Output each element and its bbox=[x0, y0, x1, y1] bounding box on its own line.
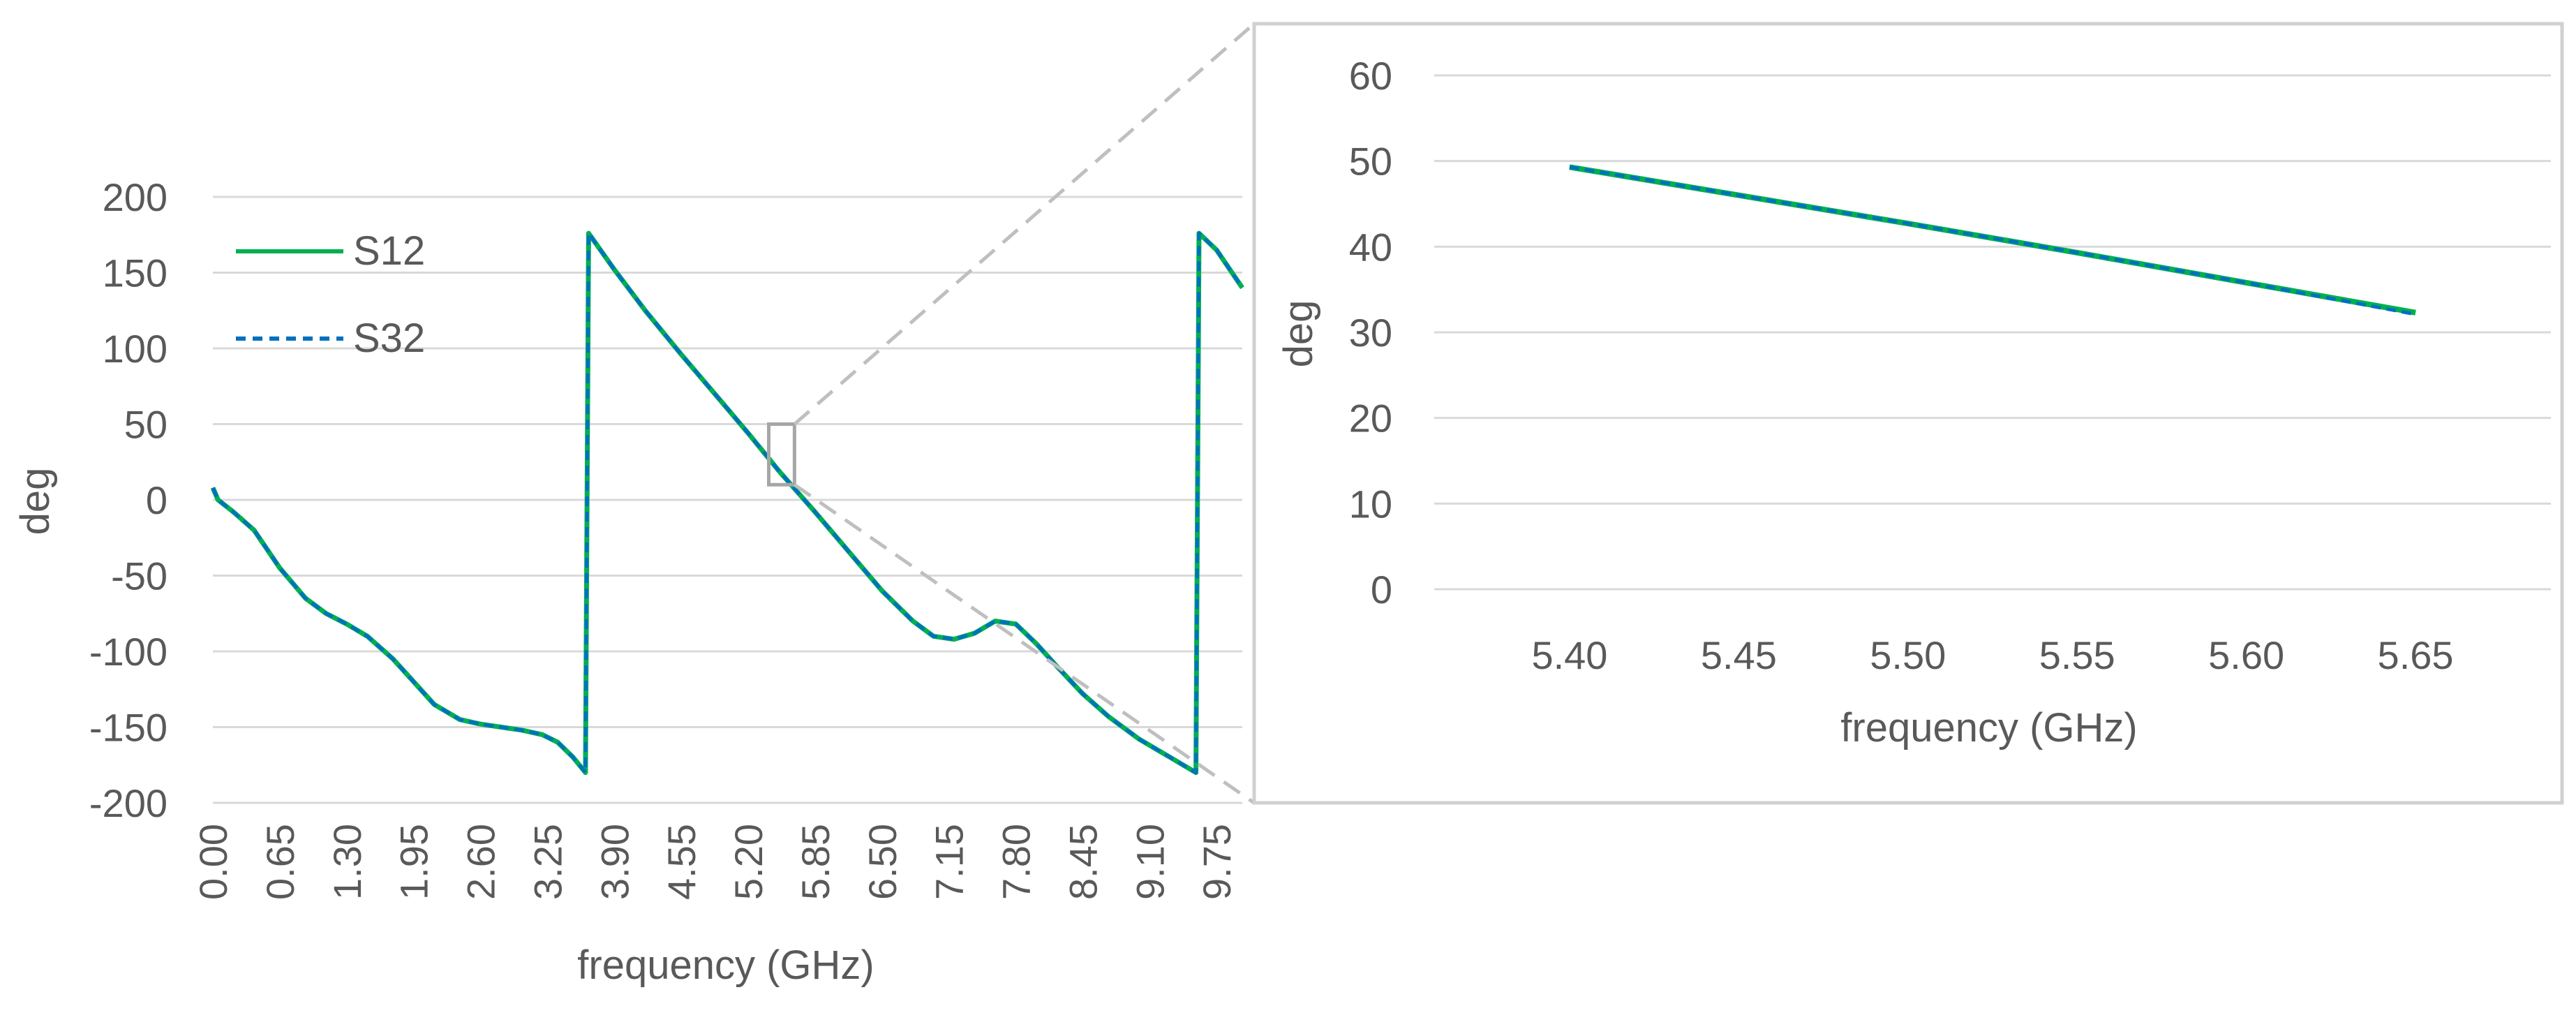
inset-x-tick-label: 5.50 bbox=[1870, 633, 1946, 677]
inset-y-tick-label: 20 bbox=[1349, 397, 1392, 441]
main-x-tick-label: 8.45 bbox=[1061, 824, 1105, 900]
inset-x-tick-label: 5.40 bbox=[1531, 633, 1607, 677]
main-y-tick-label: -50 bbox=[111, 554, 167, 598]
main-x-tick-label: 5.20 bbox=[727, 824, 770, 900]
inset-x-tick-label: 5.55 bbox=[2039, 633, 2115, 677]
legend: S12 S32 bbox=[236, 228, 425, 361]
inset-x-tick-label: 5.60 bbox=[2208, 633, 2284, 677]
inset-y-tick-labels: 60 50 40 30 20 10 0 bbox=[1349, 54, 1392, 612]
inset-x-tick-labels: 5.40 5.45 5.50 5.55 5.60 5.65 bbox=[1531, 633, 2453, 677]
main-x-tick-label: 1.95 bbox=[392, 824, 436, 900]
main-x-axis-title: frequency (GHz) bbox=[577, 942, 874, 988]
main-series-line-s32 bbox=[211, 231, 1244, 775]
main-x-tick-label: 7.15 bbox=[928, 824, 971, 900]
main-chart: 200 150 100 50 0 -50 -100 -150 -200 0.00 0.65 1.30… bbox=[13, 175, 1244, 988]
main-x-tick-label: 9.75 bbox=[1195, 824, 1239, 900]
main-y-tick-label: 150 bbox=[103, 251, 167, 295]
main-x-tick-label: 7.80 bbox=[995, 824, 1038, 900]
legend-label-s12: S12 bbox=[353, 228, 425, 274]
inset-chart: 60 50 40 30 20 10 0 5.40 5.45 5.50 5.55 5.60 5.65 f… bbox=[1252, 22, 2564, 805]
main-y-tick-label: 100 bbox=[103, 327, 167, 371]
main-grid bbox=[213, 195, 1242, 804]
inset-y-tick-label: 60 bbox=[1349, 54, 1392, 98]
main-x-tick-label: 0.00 bbox=[191, 824, 235, 900]
main-x-tick-label: 9.10 bbox=[1128, 824, 1172, 900]
inset-y-tick-label: 40 bbox=[1349, 225, 1392, 269]
zoom-connector-top bbox=[793, 22, 1256, 426]
inset-x-tick-label: 5.65 bbox=[2378, 633, 2454, 677]
inset-y-tick-label: 30 bbox=[1349, 311, 1392, 355]
main-y-tick-label: -150 bbox=[89, 706, 167, 750]
inset-y-tick-label: 0 bbox=[1371, 568, 1392, 612]
main-y-tick-label: 200 bbox=[103, 175, 167, 219]
main-y-tick-label: 50 bbox=[124, 403, 167, 447]
inset-grid bbox=[1434, 74, 2551, 591]
main-y-tick-label: -200 bbox=[89, 781, 167, 825]
main-x-tick-labels: 0.00 0.65 1.30 1.95 2.60 3.25 3.90 4.55 5.20 5.85… bbox=[191, 824, 1239, 900]
main-x-tick-label: 0.65 bbox=[258, 824, 302, 900]
inset-y-tick-label: 10 bbox=[1349, 482, 1392, 526]
main-y-tick-labels: 200 150 100 50 0 -50 -100 -150 -200 bbox=[89, 175, 167, 825]
main-x-tick-label: 2.60 bbox=[459, 824, 503, 900]
main-y-tick-label: 0 bbox=[146, 478, 167, 522]
inset-x-tick-label: 5.45 bbox=[1701, 633, 1777, 677]
main-x-tick-label: 3.25 bbox=[526, 824, 569, 900]
zoom-region-box bbox=[767, 422, 796, 487]
main-x-tick-label: 5.85 bbox=[794, 824, 837, 900]
main-y-axis-title: deg bbox=[13, 468, 58, 535]
main-x-tick-label: 6.50 bbox=[861, 824, 904, 900]
zoom-connector-bottom bbox=[793, 483, 1256, 805]
main-x-tick-label: 4.55 bbox=[660, 824, 703, 900]
main-series bbox=[210, 230, 1244, 776]
inset-y-axis-title: deg bbox=[1276, 300, 1321, 368]
main-series-line-s12 bbox=[210, 230, 1244, 776]
inset-x-axis-title: frequency (GHz) bbox=[1840, 705, 2137, 750]
legend-label-s32: S32 bbox=[353, 316, 425, 361]
inset-series bbox=[1569, 164, 2416, 316]
inset-frame bbox=[1252, 22, 2564, 805]
inset-series-line-s32 bbox=[1569, 165, 2416, 316]
inset-y-tick-label: 50 bbox=[1349, 140, 1392, 184]
main-x-tick-label: 1.30 bbox=[325, 824, 369, 900]
main-y-tick-label: -100 bbox=[89, 630, 167, 674]
main-x-tick-label: 3.90 bbox=[593, 824, 636, 900]
